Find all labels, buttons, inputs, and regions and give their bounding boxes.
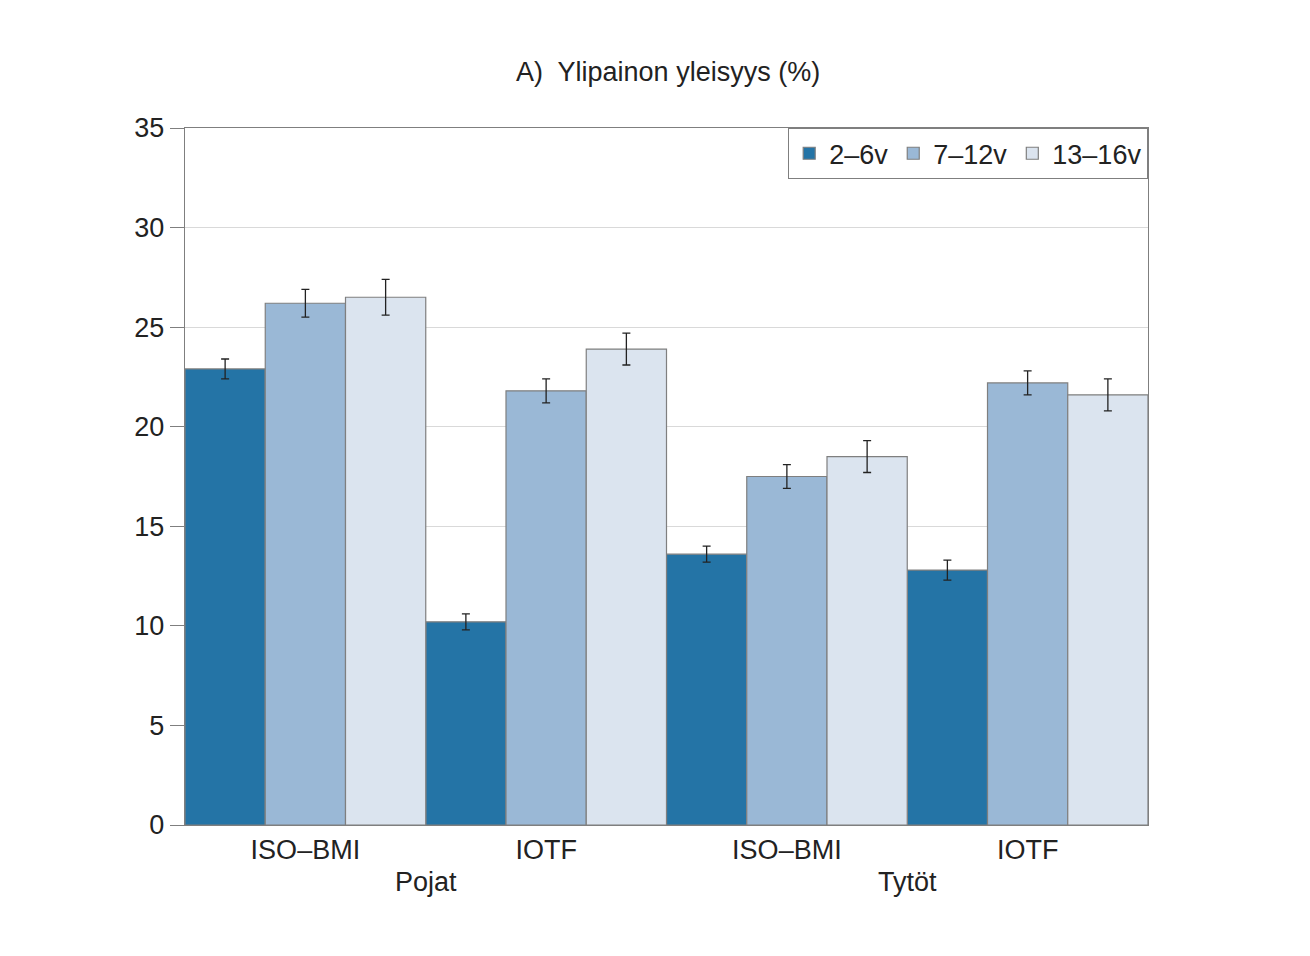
svg-text:ISO–BMI: ISO–BMI (251, 835, 361, 865)
svg-text:0: 0 (149, 810, 164, 840)
svg-text:15: 15 (134, 512, 164, 542)
svg-text:Pojat: Pojat (395, 867, 457, 897)
svg-text:35: 35 (134, 113, 164, 143)
svg-text:5: 5 (149, 711, 164, 741)
svg-text:20: 20 (134, 412, 164, 442)
svg-text:Tytöt: Tytöt (878, 867, 937, 897)
svg-text:30: 30 (134, 213, 164, 243)
svg-text:7–12v: 7–12v (933, 140, 1007, 170)
svg-text:IOTF: IOTF (997, 835, 1059, 865)
svg-text:10: 10 (134, 611, 164, 641)
svg-text:IOTF: IOTF (515, 835, 577, 865)
svg-text:13–16v: 13–16v (1052, 140, 1141, 170)
svg-text:2–6v: 2–6v (829, 140, 888, 170)
svg-text:25: 25 (134, 313, 164, 343)
svg-text:A) Ylipainon yleisyys (%): A) Ylipainon yleisyys (%) (516, 57, 820, 87)
svg-text:ISO–BMI: ISO–BMI (732, 835, 842, 865)
